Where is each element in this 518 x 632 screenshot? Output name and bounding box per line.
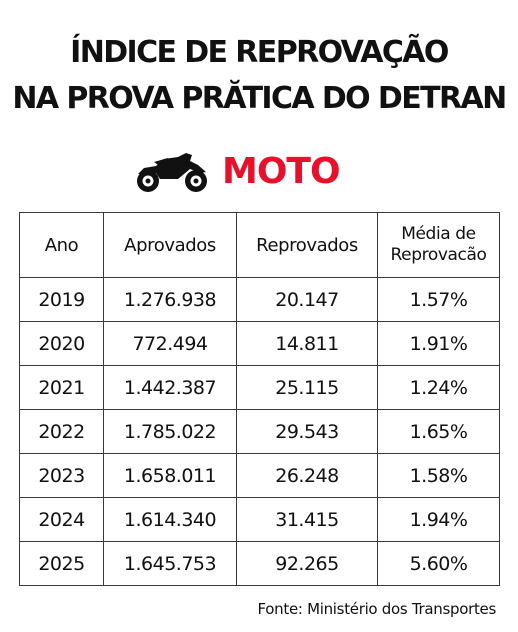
table-row: 2024 1.614.340 31.415 1.94% [19, 497, 500, 542]
cell-media: 1.94% [377, 497, 500, 542]
cell-media: 1.24% [377, 365, 500, 410]
cell-ano: 2024 [19, 497, 104, 542]
column-header-reprovados: Reprovados [236, 212, 378, 278]
cell-reprovados: 31.415 [236, 497, 378, 542]
column-header-media: Média de Reprovacão [377, 212, 500, 278]
table-row: 2025 1.645.753 92.265 5.60% [19, 541, 500, 586]
cell-aprovados: 1.614.340 [103, 497, 237, 542]
cell-ano: 2019 [19, 277, 104, 322]
cell-reprovados: 20.147 [236, 277, 378, 322]
reprovacao-table: Ano Aprovados Reprovados Média de Reprov… [19, 212, 500, 586]
motorcycle-icon [137, 153, 207, 192]
cell-ano: 2025 [19, 541, 104, 586]
cell-media: 5.60% [377, 541, 500, 586]
table-header-row: Ano Aprovados Reprovados Média de Reprov… [19, 212, 500, 278]
table-row: 2022 1.785.022 29.543 1.65% [19, 409, 500, 454]
cell-media: 1.57% [377, 277, 500, 322]
cell-media: 1.91% [377, 321, 500, 366]
table-row: 2021 1.442.387 25.115 1.24% [19, 365, 500, 410]
cell-aprovados: 1.785.022 [103, 409, 237, 454]
category-label: MOTO [222, 151, 341, 192]
cell-aprovados: 1.645.753 [103, 541, 237, 586]
cell-reprovados: 26.248 [236, 453, 378, 498]
cell-aprovados: 1.276.938 [103, 277, 237, 322]
cell-ano: 2020 [19, 321, 104, 366]
cell-aprovados: 772.494 [103, 321, 237, 366]
column-header-media-line2: Reprovacão [390, 245, 487, 265]
cell-ano: 2022 [19, 409, 104, 454]
column-header-media-line1: Média de [401, 224, 476, 244]
source-note: Fonte: Ministério dos Transportes [257, 600, 496, 618]
cell-ano: 2021 [19, 365, 104, 410]
column-header-ano: Ano [19, 212, 104, 278]
cell-media: 1.65% [377, 409, 500, 454]
cell-reprovados: 92.265 [236, 541, 378, 586]
table-row: 2019 1.276.938 20.147 1.57% [19, 277, 500, 322]
page-title: ÍNDICE DE REPROVAÇÃO NA PROVA PRĂTICA DO… [0, 30, 518, 122]
cell-media: 1.58% [377, 453, 500, 498]
cell-reprovados: 25.115 [236, 365, 378, 410]
column-header-aprovados: Aprovados [103, 212, 237, 278]
title-line-1: ÍNDICE DE REPROVAÇÃO [70, 35, 449, 70]
cell-aprovados: 1.442.387 [103, 365, 237, 410]
cell-reprovados: 14.811 [236, 321, 378, 366]
table-row: 2020 772.494 14.811 1.91% [19, 321, 500, 366]
table-row: 2023 1.658.011 26.248 1.58% [19, 453, 500, 498]
cell-reprovados: 29.543 [236, 409, 378, 454]
cell-ano: 2023 [19, 453, 104, 498]
title-line-2: NA PROVA PRĂTICA DO DETRAN [12, 81, 507, 116]
category-header: MOTO [134, 148, 341, 196]
cell-aprovados: 1.658.011 [103, 453, 237, 498]
